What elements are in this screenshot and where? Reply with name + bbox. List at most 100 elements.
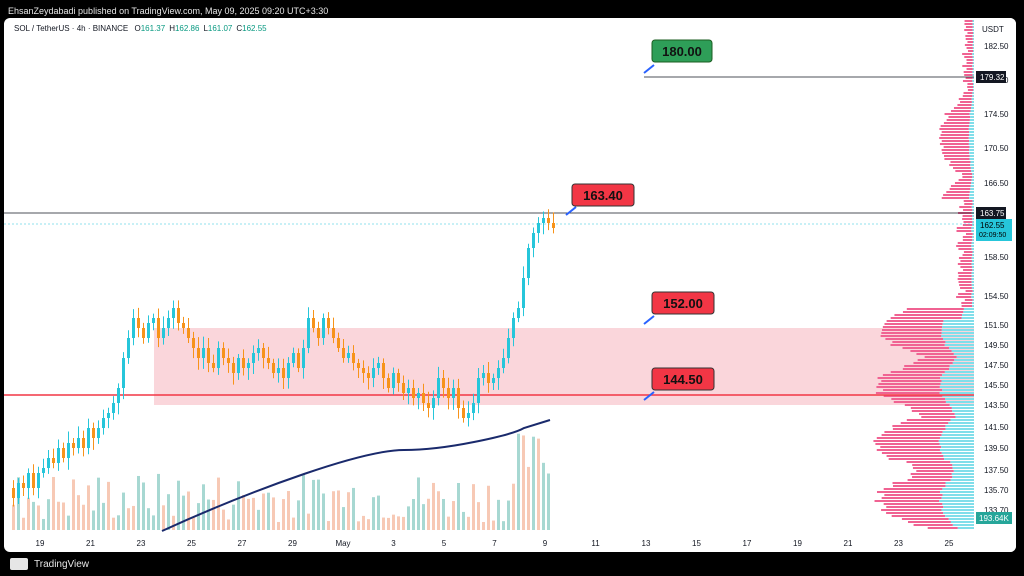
profile-bar <box>971 266 974 268</box>
profile-bar <box>960 287 972 289</box>
profile-bar <box>968 134 974 136</box>
profile-bar <box>969 122 974 124</box>
volume-bar <box>237 481 240 530</box>
profile-bar <box>943 455 974 457</box>
tradingview-logo-icon <box>10 558 28 570</box>
volume-bar <box>102 502 105 530</box>
profile-bar <box>962 218 973 220</box>
profile-bar <box>883 488 943 490</box>
profile-bar <box>972 56 974 58</box>
chart-panel[interactable]: 180.00 163.40 152.00 144.50 USDT 1 <box>4 18 1016 552</box>
profile-bar <box>927 527 958 529</box>
chart-canvas[interactable]: 180.00 163.40 152.00 144.50 USDT 1 <box>4 18 1016 552</box>
profile-bar <box>972 269 974 271</box>
profile-bar <box>960 260 972 262</box>
profile-bar <box>964 44 973 46</box>
profile-bar <box>969 131 974 133</box>
profile-bar <box>972 95 974 97</box>
candle-body <box>452 388 455 398</box>
callout-180[interactable]: 180.00 <box>643 39 713 74</box>
volume-bar <box>42 518 45 530</box>
price-tick: 141.50 <box>984 423 1009 432</box>
candle-body <box>267 358 270 363</box>
volume-bar <box>522 435 525 530</box>
callout-144[interactable]: 144.50 <box>643 367 715 401</box>
profile-bar <box>969 146 974 148</box>
profile-bar <box>945 401 974 403</box>
profile-bar <box>939 392 974 394</box>
candle-body <box>77 438 80 448</box>
volume-bar <box>337 490 340 530</box>
volume-bar <box>387 517 390 530</box>
profile-bar <box>970 164 974 166</box>
profile-bar <box>873 440 939 442</box>
profile-bar <box>945 425 974 427</box>
callout-180-label: 180.00 <box>662 44 702 59</box>
profile-bar <box>971 179 974 181</box>
profile-bar <box>939 449 974 451</box>
candle-body <box>292 353 295 363</box>
volume-bar <box>332 491 335 530</box>
profile-bar <box>971 263 974 265</box>
profile-bar <box>963 308 974 310</box>
profile-bar <box>894 314 963 316</box>
profile-bar <box>893 401 946 403</box>
callout-163[interactable]: 163.40 <box>565 183 635 216</box>
profile-bar <box>959 284 972 286</box>
price-axis[interactable]: USDT 182.50178.50174.50170.50166.50158.5… <box>974 18 1016 552</box>
candle-body <box>347 353 350 358</box>
candle-body <box>87 428 90 448</box>
volume-bar <box>532 436 535 530</box>
profile-bar <box>941 434 974 436</box>
candle-body <box>497 368 500 378</box>
candle-body <box>247 363 250 368</box>
volume-bar <box>22 517 25 530</box>
profile-bar <box>940 491 974 493</box>
candle-body <box>207 348 210 363</box>
candle-body <box>187 328 190 338</box>
profile-bar <box>963 200 973 202</box>
profile-bar <box>939 500 974 502</box>
ohlc-value: 161.37 <box>140 24 166 33</box>
candle-body <box>492 378 495 383</box>
profile-bar <box>943 512 974 514</box>
profile-bar <box>943 506 974 508</box>
price-tick: 133.70 <box>984 506 1009 515</box>
candle-body <box>427 403 430 408</box>
symbol-legend[interactable]: SOL / TetherUS · 4h · BINANCE O161.37 H16… <box>14 24 267 33</box>
candle-body <box>237 358 240 373</box>
published-line: EhsanZeydabadi published on TradingView.… <box>8 6 329 16</box>
volume-bar <box>322 493 325 530</box>
candle-body <box>477 378 480 403</box>
candle-body <box>517 308 520 318</box>
profile-bar <box>892 428 946 430</box>
callout-152[interactable]: 152.00 <box>643 291 715 325</box>
time-axis[interactable]: 19 21 23 25 27 29 May 3 5 7 9 11 13 15 17 19 21 23 25 <box>36 539 954 548</box>
candle-body <box>157 318 160 338</box>
profile-bar <box>967 50 974 52</box>
profile-bar <box>972 74 974 76</box>
volume-bar <box>162 505 165 530</box>
volume-bar <box>512 483 515 530</box>
profile-bar <box>966 68 973 70</box>
profile-bar <box>943 122 970 124</box>
candlesticks <box>12 209 555 507</box>
volume-bar <box>207 499 210 530</box>
profile-bar <box>952 362 974 364</box>
candle-body <box>507 338 510 358</box>
candle-body <box>172 308 175 318</box>
candle-body <box>212 363 215 368</box>
profile-bar <box>939 143 969 145</box>
profile-bar <box>971 245 974 247</box>
candle-body <box>372 368 375 378</box>
profile-bar <box>919 413 955 415</box>
current-price-label-bg <box>976 219 1012 241</box>
top-line-label-bg <box>976 71 1006 83</box>
ohlc-value: 162.55 <box>242 24 267 33</box>
profile-bar <box>970 167 974 169</box>
profile-bar <box>972 173 974 175</box>
footer-brand: TradingView <box>34 558 90 570</box>
profile-bar <box>963 269 973 271</box>
profile-bar <box>965 77 973 79</box>
volume-bar <box>92 510 95 530</box>
